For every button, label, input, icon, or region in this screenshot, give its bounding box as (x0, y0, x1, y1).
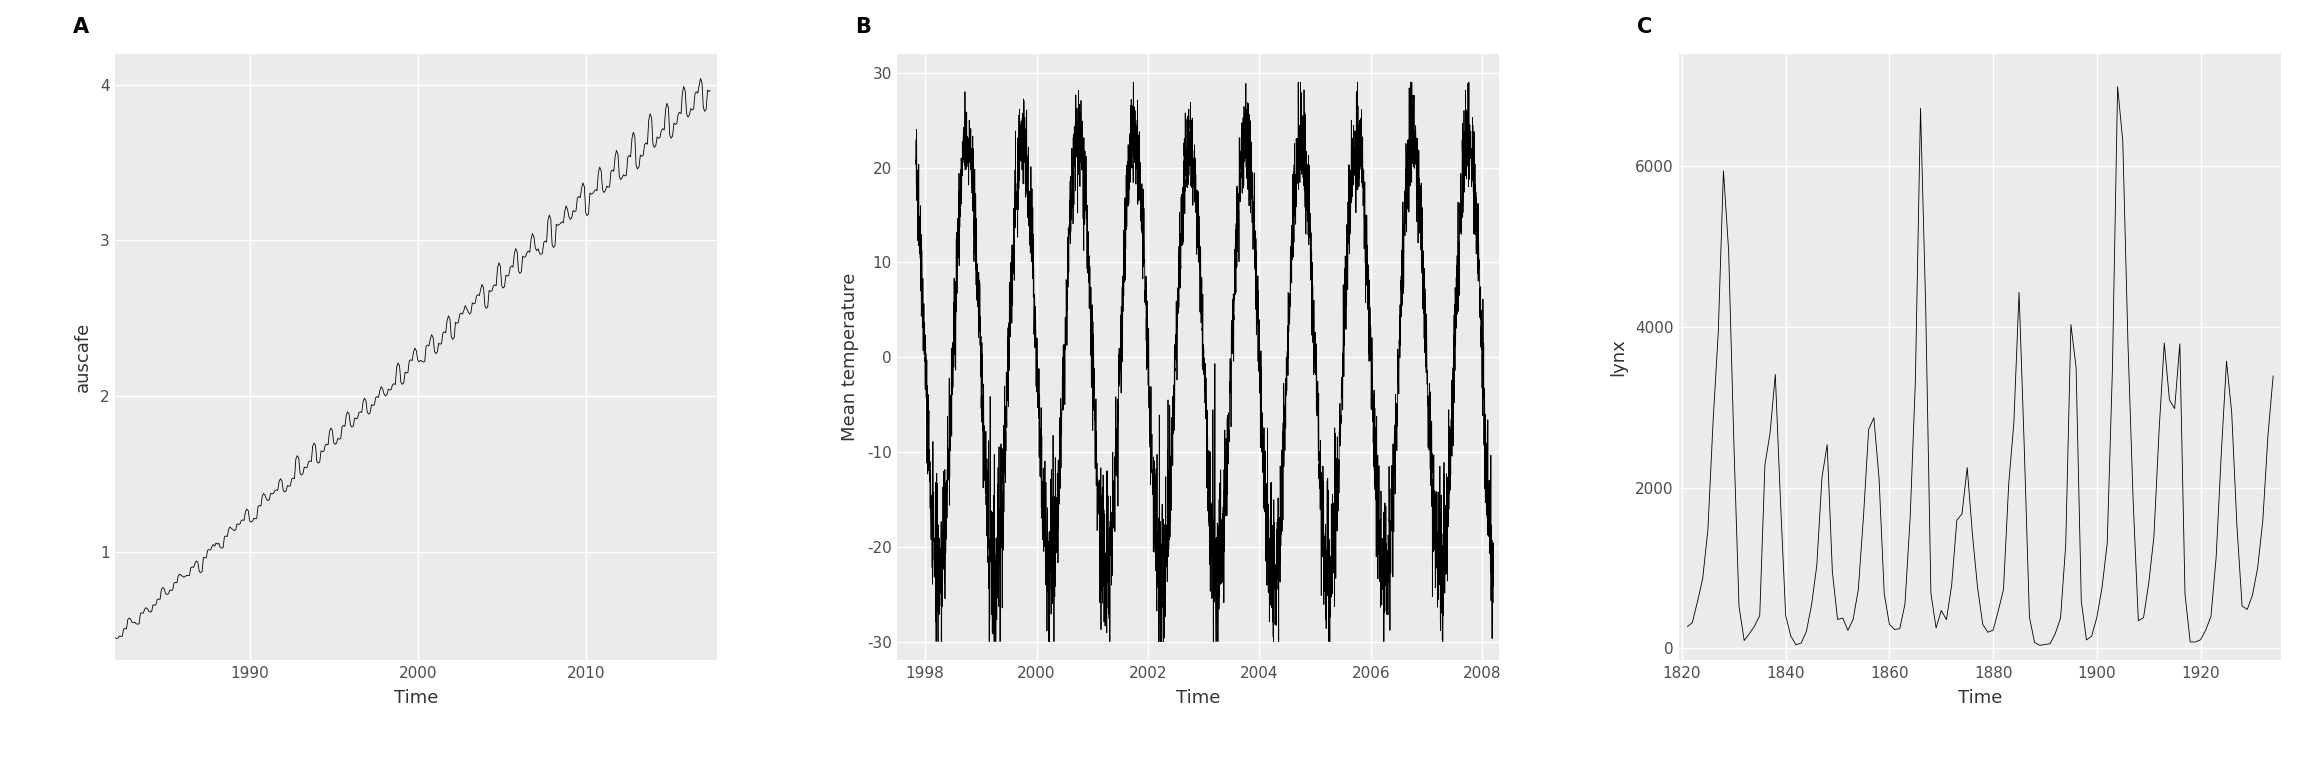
X-axis label: Time: Time (1175, 690, 1221, 707)
Y-axis label: auscafe: auscafe (74, 322, 92, 392)
Y-axis label: Mean temperature: Mean temperature (841, 273, 859, 442)
X-axis label: Time: Time (1958, 690, 2002, 707)
Text: C: C (1638, 18, 1652, 38)
Y-axis label: lynx: lynx (1608, 338, 1627, 376)
Text: A: A (74, 18, 90, 38)
X-axis label: Time: Time (394, 690, 438, 707)
Text: B: B (855, 18, 871, 38)
